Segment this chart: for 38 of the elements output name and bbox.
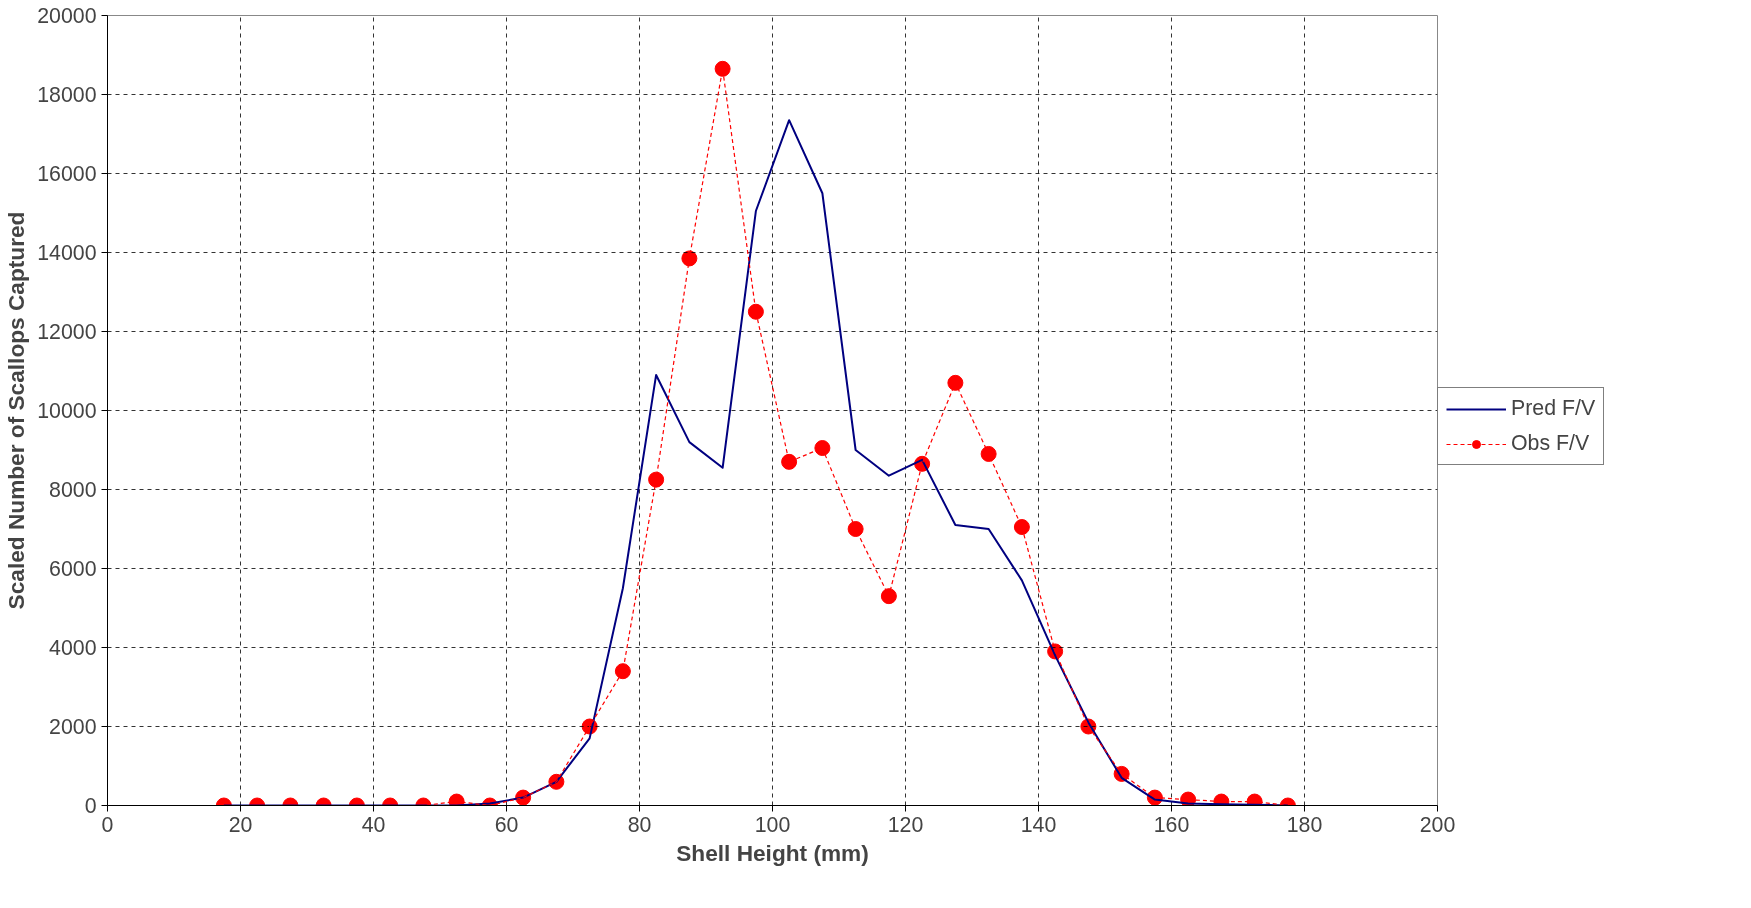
x-tick-label: 40: [361, 812, 386, 837]
x-tick-label: 160: [1153, 812, 1190, 837]
y-tick-label: 10000: [37, 399, 97, 423]
point: [747, 303, 764, 320]
point: [880, 588, 897, 605]
y-tick-label: 8000: [49, 478, 97, 502]
y-tick-label: 18000: [37, 83, 97, 107]
legend-label: Pred F/V: [1511, 396, 1596, 421]
x-tick-label: 180: [1286, 812, 1323, 837]
y-tick-label: 6000: [49, 557, 97, 581]
x-tick-label: 200: [1419, 812, 1456, 837]
x-tick-label: 60: [494, 812, 519, 837]
point: [1013, 519, 1030, 536]
point: [814, 440, 831, 457]
x-tick-label: 120: [887, 812, 924, 837]
y-tick-label: 0: [84, 794, 97, 818]
y-tick-label: 14000: [37, 241, 97, 265]
y-tick-label: 20000: [37, 4, 97, 28]
x-tick-label: 0: [101, 812, 114, 837]
point: [714, 60, 731, 77]
y-tick-label: 4000: [49, 636, 97, 660]
point: [614, 663, 631, 680]
x-axis-title: Shell Height (mm): [676, 839, 869, 866]
y-axis-title: Scaled Number of Scallops Captured: [3, 211, 30, 610]
x-tick-label: 140: [1020, 812, 1057, 837]
legend-label: Obs F/V: [1511, 431, 1590, 456]
point: [648, 471, 665, 488]
point: [980, 445, 997, 462]
y-tick-label: 2000: [49, 715, 97, 739]
point: [781, 453, 798, 470]
x-tick-label: 100: [754, 812, 791, 837]
y-tick-label: 12000: [37, 320, 97, 344]
x-tick-label: 80: [627, 812, 652, 837]
y-tick-label: 16000: [37, 162, 97, 186]
point: [947, 374, 964, 391]
point: [681, 250, 698, 267]
x-tick-label: 20: [228, 812, 253, 837]
point: [847, 521, 864, 537]
